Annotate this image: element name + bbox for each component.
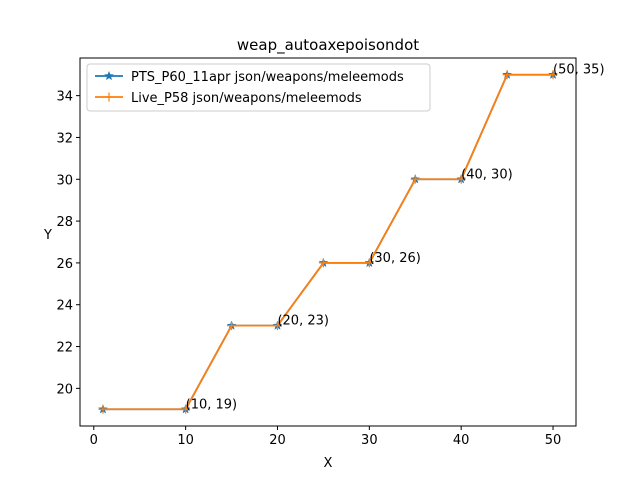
data-point (456, 174, 466, 184)
data-label: (50, 35) (553, 63, 605, 78)
data-point (410, 174, 420, 184)
data-label: (40, 30) (461, 167, 513, 182)
legend-box (86, 63, 431, 112)
data-point (548, 70, 558, 80)
series-layer (98, 69, 559, 414)
data-point (98, 404, 108, 414)
legend: PTS_P60_11apr json/weapons/meleemods Live… (86, 63, 431, 112)
legend-label: PTS_P60_11apr json/weapons/meleemods (131, 70, 404, 85)
data-point (364, 258, 374, 268)
data-label: (20, 23) (277, 314, 329, 329)
data-point (227, 321, 237, 331)
series-2 (98, 70, 558, 414)
series-line (102, 73, 554, 411)
annotations: (10, 19) (20, 23) (30, 26) (40, 30) (50, 35) (186, 63, 605, 413)
y-tick-label: 20 (56, 382, 73, 397)
y-tick-label: 32 (56, 131, 73, 146)
data-label: (10, 19) (186, 397, 238, 412)
y-tick-label: 24 (56, 299, 73, 314)
legend-marker (104, 92, 114, 102)
axes-frame (79, 57, 577, 427)
y-axis-label: Y (43, 228, 52, 243)
chart-title: weap_autoaxepoisondot (237, 36, 419, 55)
legend-label: Live_P58 json/weapons/meleemods (131, 91, 362, 106)
x-tick-label: 20 (269, 433, 286, 448)
y-tick-label: 28 (56, 215, 73, 230)
plot-area: 0 10 20 30 40 50 20 22 24 26 28 30 32 34 (56, 57, 577, 448)
x-tick-label: 40 (453, 433, 470, 448)
x-tick-label: 50 (545, 433, 562, 448)
y-tick-label: 22 (56, 341, 73, 356)
data-point (181, 404, 191, 414)
data-point (502, 70, 512, 80)
x-tick-label: 30 (361, 433, 378, 448)
data-point (272, 321, 282, 331)
x-tick-label: 0 (90, 433, 98, 448)
data-label: (30, 26) (369, 251, 421, 266)
data-point (318, 258, 328, 268)
y-tick-label: 26 (56, 257, 73, 272)
x-axis-label: X (324, 456, 333, 471)
legend-marker (104, 70, 114, 81)
x-tick-label: 10 (177, 433, 194, 448)
y-tick-label: 30 (56, 173, 73, 188)
y-tick-label: 34 (56, 90, 73, 105)
